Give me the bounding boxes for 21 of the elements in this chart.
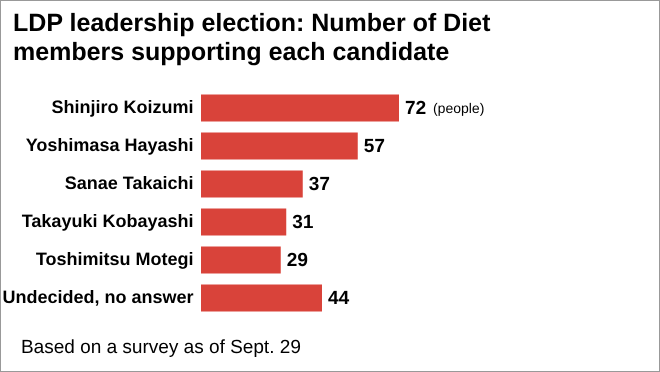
y-tick-label: Shinjiro Koizumi (52, 97, 194, 117)
data-label: 31 (292, 212, 314, 233)
annotation: (people) (433, 100, 484, 116)
y-tick-label: Toshimitsu Motegi (36, 249, 194, 269)
data-label: 29 (286, 250, 308, 271)
y-tick-label: Undecided, no answer (2, 287, 194, 307)
data-label: 57 (364, 136, 385, 157)
y-tick-label: Yoshimasa Hayashi (26, 135, 194, 155)
data-label: 37 (308, 174, 330, 195)
bar (201, 284, 322, 312)
bar (201, 208, 286, 236)
bar (201, 246, 281, 274)
data-label: 44 (328, 288, 350, 309)
bar (201, 94, 399, 122)
y-tick-label: Sanae Takaichi (64, 173, 194, 193)
bar (201, 132, 358, 160)
bar (201, 170, 303, 198)
chart-title: LDP leadership election: Number of Diet members supporting each candidate (13, 9, 492, 67)
text: Based on a survey as of Sept. 29 (21, 337, 301, 359)
data-label: 72 (405, 98, 426, 119)
y-tick-label: Takayuki Kobayashi (22, 211, 194, 231)
